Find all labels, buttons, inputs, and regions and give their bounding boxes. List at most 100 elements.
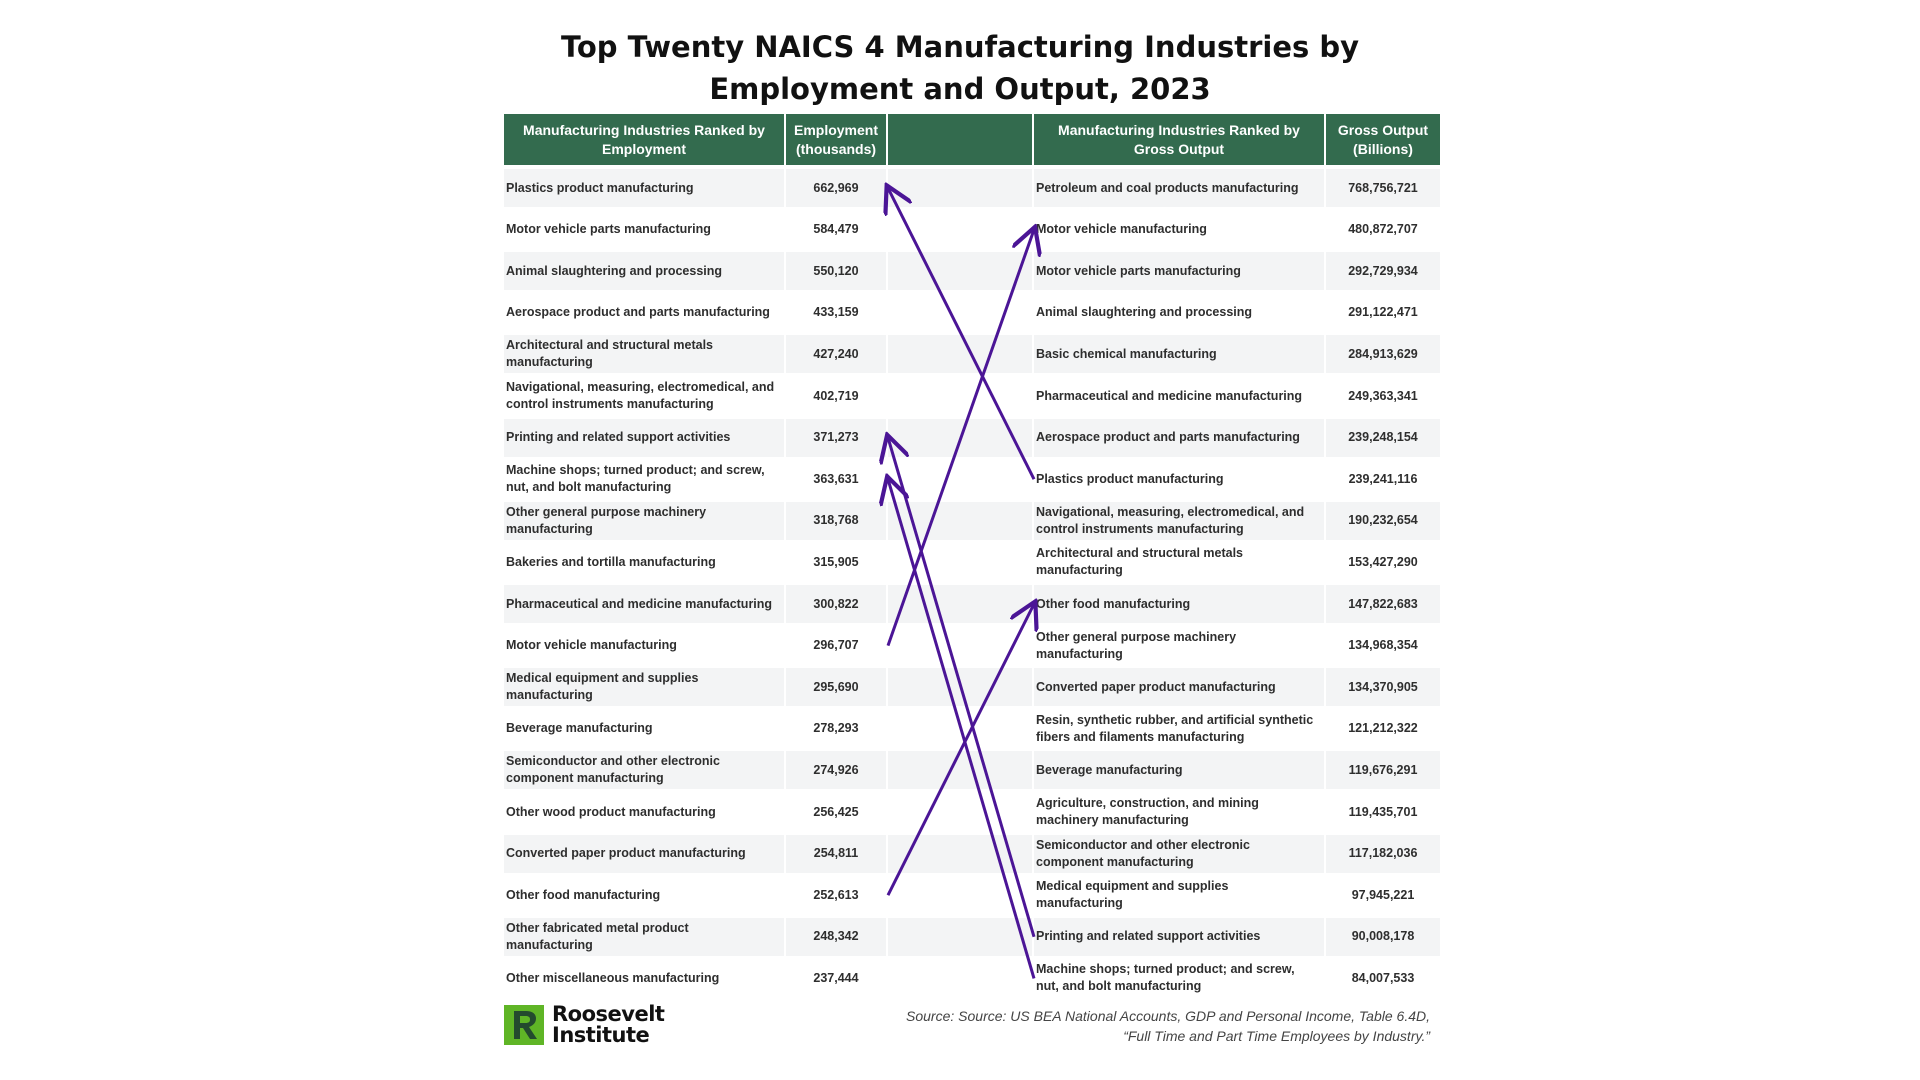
employment-industry-cell: Machine shops; turned product; and screw… — [504, 460, 784, 498]
header-employment-industry-label: Manufacturing Industries Ranked by Emplo… — [523, 121, 765, 157]
employment-industry-cell: Other wood product manufacturing — [504, 793, 784, 831]
employment-industry-cell: Medical equipment and supplies manufactu… — [504, 668, 784, 707]
gross-output-value-cell: 291,122,471 — [1326, 294, 1440, 332]
employment-value-cell: 315,905 — [786, 543, 886, 581]
employment-industry-cell-text: Machine shops; turned product; and screw… — [506, 463, 765, 495]
gross-output-value-cell-text: 768,756,721 — [1348, 180, 1418, 195]
header-output-industry: Manufacturing Industries Ranked by Gross… — [1034, 114, 1324, 165]
employment-industry-cell-text: Motor vehicle parts manufacturing — [506, 222, 711, 237]
gross-output-value-cell: 121,212,322 — [1326, 710, 1440, 748]
output-industry-cell-text: Printing and related support activities — [1036, 929, 1261, 944]
output-industry-cell-text: Plastics product manufacturing — [1036, 471, 1224, 486]
employment-value-cell: 248,342 — [786, 917, 886, 956]
employment-value-cell: 402,719 — [786, 377, 886, 415]
employment-value-cell-text: 256,425 — [813, 804, 859, 819]
output-industry-cell: Architectural and structural metals manu… — [1034, 543, 1324, 581]
roosevelt-institute-logo: Roosevelt Institute — [504, 1004, 665, 1047]
spacer-cell — [888, 834, 1032, 873]
employment-value-cell: 433,159 — [786, 294, 886, 332]
header-employment-industry: Manufacturing Industries Ranked by Emplo… — [504, 114, 784, 165]
output-industry-cell: Machine shops; turned product; and screw… — [1034, 959, 1324, 997]
logo-line-2: Institute — [552, 1023, 650, 1047]
employment-industry-cell-text: Other general purpose machinery manufact… — [506, 504, 707, 536]
employment-industry-cell: Pharmaceutical and medicine manufacturin… — [504, 585, 784, 623]
employment-industry-cell-text: Plastics product manufacturing — [506, 180, 694, 195]
employment-value-cell-text: 248,342 — [813, 929, 859, 944]
header-gross-output-label: Gross Output (Billions) — [1337, 121, 1429, 157]
spacer-cell — [888, 169, 1032, 207]
output-industry-cell-text: Machine shops; turned product; and screw… — [1036, 962, 1295, 994]
chart-title: Top Twenty NAICS 4 Manufacturing Industr… — [0, 26, 1920, 110]
spacer-cell — [888, 710, 1032, 748]
output-industry-cell: Navigational, measuring, electromedical,… — [1034, 501, 1324, 540]
output-industry-cell-text: Other general purpose machinery manufact… — [1036, 629, 1237, 661]
output-industry-cell: Motor vehicle parts manufacturing — [1034, 252, 1324, 291]
output-industry-cell: Motor vehicle manufacturing — [1034, 211, 1324, 249]
employment-value-cell: 254,811 — [786, 834, 886, 873]
employment-value-cell: 296,707 — [786, 627, 886, 665]
employment-industry-cell: Converted paper product manufacturing — [504, 834, 784, 873]
gross-output-value-cell-text: 134,370,905 — [1348, 679, 1418, 694]
employment-value-cell-text: 402,719 — [813, 388, 859, 403]
gross-output-value-cell: 134,370,905 — [1326, 668, 1440, 707]
gross-output-value-cell: 284,913,629 — [1326, 335, 1440, 374]
employment-value-cell-text: 315,905 — [813, 554, 859, 569]
gross-output-value-cell: 190,232,654 — [1326, 501, 1440, 540]
spacer-cell — [888, 917, 1032, 956]
output-industry-cell: Semiconductor and other electronic compo… — [1034, 834, 1324, 873]
gross-output-value-cell: 768,756,721 — [1326, 169, 1440, 207]
employment-value-cell: 300,822 — [786, 585, 886, 623]
output-industry-cell-text: Petroleum and coal products manufacturin… — [1036, 180, 1299, 195]
employment-value-cell-text: 363,631 — [813, 471, 859, 486]
gross-output-value-cell: 153,427,290 — [1326, 543, 1440, 581]
employment-value-cell: 318,768 — [786, 501, 886, 540]
gross-output-value-cell-text: 153,427,290 — [1348, 554, 1418, 569]
gross-output-value-cell-text: 292,729,934 — [1348, 263, 1418, 278]
employment-industry-cell: Architectural and structural metals manu… — [504, 335, 784, 374]
employment-value-cell-text: 252,613 — [813, 887, 859, 902]
employment-value-cell-text: 550,120 — [813, 263, 859, 278]
gross-output-value-cell-text: 480,872,707 — [1348, 222, 1418, 237]
employment-value-cell-text: 300,822 — [813, 596, 859, 611]
gross-output-value-cell-text: 121,212,322 — [1348, 721, 1418, 736]
gross-output-value-cell: 84,007,533 — [1326, 959, 1440, 997]
output-industry-cell: Animal slaughtering and processing — [1034, 294, 1324, 332]
gross-output-value-cell: 239,241,116 — [1326, 460, 1440, 498]
employment-industry-cell-text: Architectural and structural metals manu… — [506, 338, 714, 370]
employment-value-cell-text: 662,969 — [813, 180, 859, 195]
output-industry-cell-text: Agriculture, construction, and mining ma… — [1036, 796, 1259, 827]
gross-output-value-cell: 90,008,178 — [1326, 917, 1440, 956]
output-industry-cell: Medical equipment and supplies manufactu… — [1034, 876, 1324, 914]
spacer-cell — [888, 252, 1032, 291]
gross-output-value-cell: 249,363,341 — [1326, 377, 1440, 415]
employment-value-cell: 427,240 — [786, 335, 886, 374]
employment-value-cell: 252,613 — [786, 876, 886, 914]
output-industry-cell: Resin, synthetic rubber, and artificial … — [1034, 710, 1324, 748]
gross-output-value-cell: 292,729,934 — [1326, 252, 1440, 291]
gross-output-value-cell-text: 117,182,036 — [1348, 846, 1418, 861]
gross-output-value-cell-text: 119,676,291 — [1348, 762, 1418, 777]
chart-title-line-2: Employment and Output, 2023 — [709, 72, 1211, 106]
employment-industry-cell-text: Other food manufacturing — [506, 887, 661, 902]
employment-industry-cell: Motor vehicle parts manufacturing — [504, 211, 784, 249]
employment-value-cell: 363,631 — [786, 460, 886, 498]
employment-industry-cell-text: Semiconductor and other electronic compo… — [506, 754, 720, 786]
employment-value-cell: 371,273 — [786, 418, 886, 457]
employment-value-cell-text: 296,707 — [813, 638, 859, 653]
spacer-cell — [888, 543, 1032, 581]
output-industry-cell: Converted paper product manufacturing — [1034, 668, 1324, 707]
gross-output-value-cell: 119,435,701 — [1326, 793, 1440, 831]
employment-value-cell: 550,120 — [786, 252, 886, 291]
employment-value-cell: 662,969 — [786, 169, 886, 207]
gross-output-value-cell-text: 134,968,354 — [1348, 638, 1418, 653]
source-note: Source: Source: US BEA National Accounts… — [830, 1006, 1430, 1046]
gross-output-value-cell-text: 249,363,341 — [1348, 388, 1418, 403]
output-industry-cell-text: Navigational, measuring, electromedical,… — [1036, 504, 1305, 536]
output-industry-cell: Basic chemical manufacturing — [1034, 335, 1324, 374]
header-output-industry-label: Manufacturing Industries Ranked by Gross… — [1058, 121, 1300, 157]
logo-text: Roosevelt Institute — [552, 1004, 665, 1047]
employment-value-cell-text: 295,690 — [813, 679, 859, 694]
employment-value-cell-text: 318,768 — [813, 513, 859, 528]
output-industry-cell-text: Aerospace product and parts manufacturin… — [1036, 430, 1300, 445]
